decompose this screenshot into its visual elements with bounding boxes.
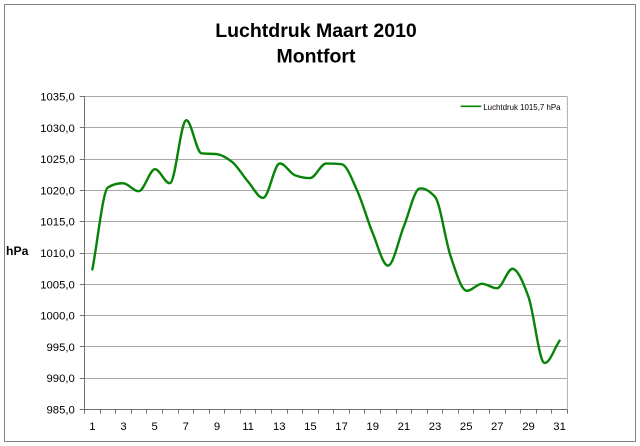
svg-text:29: 29: [522, 421, 535, 433]
svg-text:5: 5: [152, 421, 158, 433]
svg-text:31: 31: [553, 421, 566, 433]
svg-text:985,0: 985,0: [47, 405, 75, 417]
svg-text:Montfort: Montfort: [276, 45, 356, 67]
svg-text:13: 13: [273, 421, 286, 433]
svg-text:1010,0: 1010,0: [40, 248, 75, 260]
svg-text:1030,0: 1030,0: [40, 123, 75, 135]
svg-text:11: 11: [242, 421, 254, 433]
svg-text:Luchtdruk 1015,7 hPa: Luchtdruk 1015,7 hPa: [483, 103, 561, 112]
svg-text:7: 7: [183, 421, 189, 433]
svg-text:1: 1: [89, 421, 95, 433]
svg-text:3: 3: [120, 421, 126, 433]
svg-text:1000,0: 1000,0: [40, 311, 75, 323]
svg-text:17: 17: [335, 421, 348, 433]
svg-text:1035,0: 1035,0: [40, 92, 75, 104]
svg-text:21: 21: [398, 421, 411, 433]
svg-text:27: 27: [491, 421, 504, 433]
svg-text:25: 25: [460, 421, 473, 433]
svg-text:1015,0: 1015,0: [40, 217, 75, 229]
svg-text:23: 23: [429, 421, 442, 433]
svg-text:9: 9: [214, 421, 220, 433]
svg-text:995,0: 995,0: [47, 342, 75, 354]
svg-text:15: 15: [304, 421, 317, 433]
svg-text:1005,0: 1005,0: [40, 279, 75, 291]
svg-text:hPa: hPa: [6, 244, 29, 258]
svg-text:1020,0: 1020,0: [40, 185, 75, 197]
svg-text:990,0: 990,0: [47, 373, 75, 385]
svg-text:19: 19: [366, 421, 379, 433]
svg-text:1025,0: 1025,0: [40, 154, 75, 166]
svg-text:Luchtdruk Maart 2010: Luchtdruk Maart 2010: [215, 20, 417, 42]
